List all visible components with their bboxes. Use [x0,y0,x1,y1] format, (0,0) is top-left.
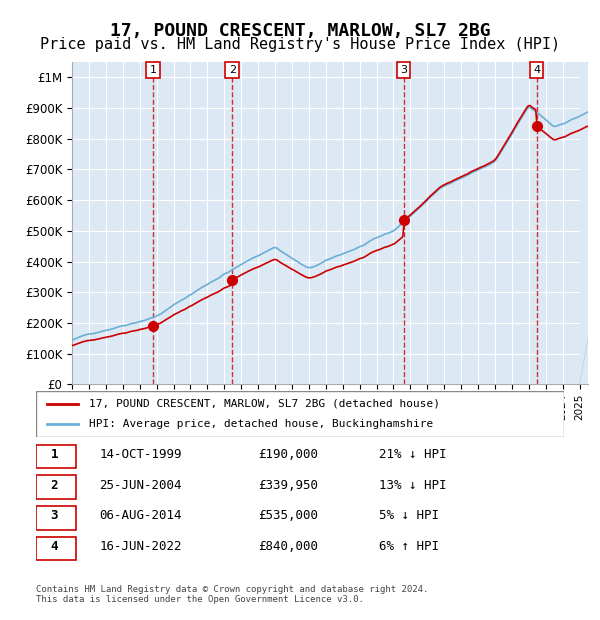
FancyBboxPatch shape [36,391,564,437]
Text: 25-JUN-2004: 25-JUN-2004 [100,479,182,492]
Text: 17, POUND CRESCENT, MARLOW, SL7 2BG: 17, POUND CRESCENT, MARLOW, SL7 2BG [110,22,490,40]
Text: £535,000: £535,000 [258,510,318,522]
Text: 5% ↓ HPI: 5% ↓ HPI [379,510,439,522]
Polygon shape [580,62,588,384]
Text: 17, POUND CRESCENT, MARLOW, SL7 2BG (detached house): 17, POUND CRESCENT, MARLOW, SL7 2BG (det… [89,399,440,409]
Text: Price paid vs. HM Land Registry's House Price Index (HPI): Price paid vs. HM Land Registry's House … [40,37,560,52]
FancyBboxPatch shape [36,445,76,469]
Text: Contains HM Land Registry data © Crown copyright and database right 2024.
This d: Contains HM Land Registry data © Crown c… [36,585,428,604]
Text: 1: 1 [51,448,58,461]
Text: 16-JUN-2022: 16-JUN-2022 [100,540,182,553]
Text: 2: 2 [51,479,58,492]
Text: 2: 2 [229,65,236,75]
Text: 4: 4 [533,65,540,75]
Text: HPI: Average price, detached house, Buckinghamshire: HPI: Average price, detached house, Buck… [89,419,433,429]
Text: 4: 4 [51,540,58,553]
Text: 06-AUG-2014: 06-AUG-2014 [100,510,182,522]
Text: 14-OCT-1999: 14-OCT-1999 [100,448,182,461]
Text: 13% ↓ HPI: 13% ↓ HPI [379,479,446,492]
FancyBboxPatch shape [36,476,76,499]
Text: 21% ↓ HPI: 21% ↓ HPI [379,448,446,461]
FancyBboxPatch shape [36,537,76,560]
Text: 3: 3 [400,65,407,75]
Text: 3: 3 [51,510,58,522]
Text: £840,000: £840,000 [258,540,318,553]
Text: 1: 1 [149,65,157,75]
Text: £339,950: £339,950 [258,479,318,492]
FancyBboxPatch shape [36,506,76,529]
Text: 6% ↑ HPI: 6% ↑ HPI [379,540,439,553]
Text: £190,000: £190,000 [258,448,318,461]
